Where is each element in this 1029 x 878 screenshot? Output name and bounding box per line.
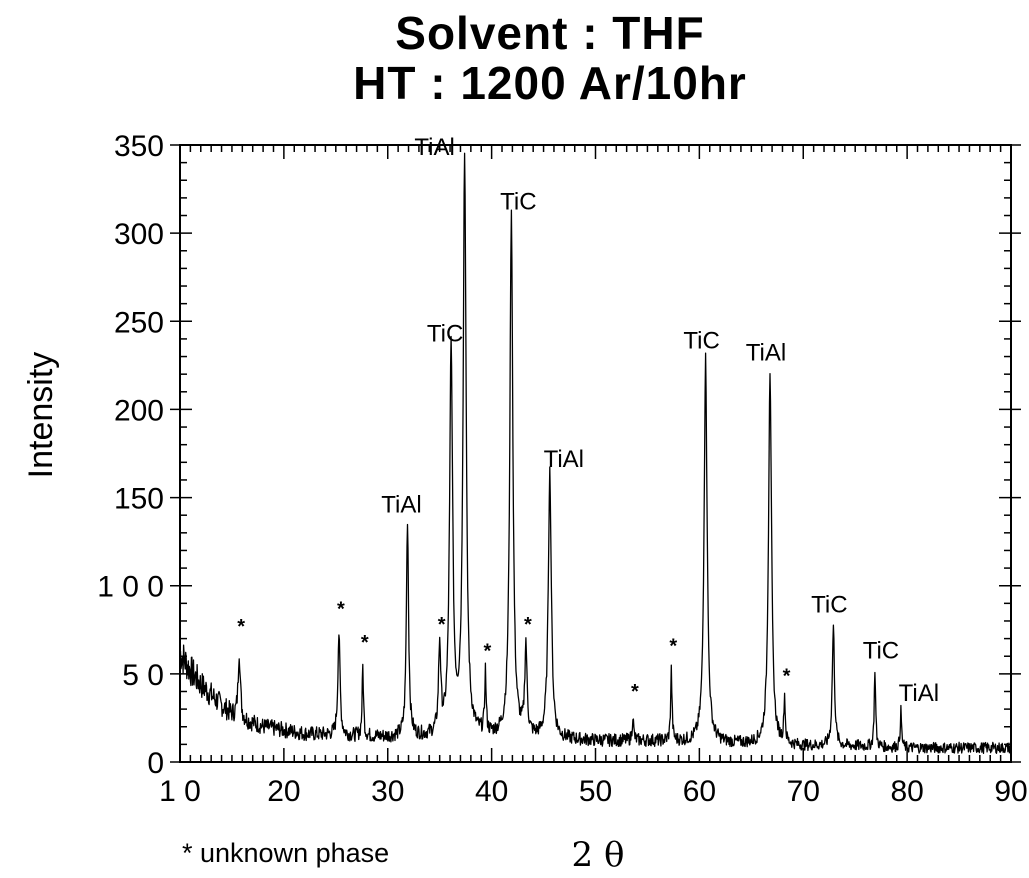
intensity-trace [179,152,1012,754]
unknown-phase-marker: * [337,598,345,620]
x-axis-label: 2 θ [572,835,625,875]
peak-label: TiC [863,638,899,665]
y-tick-label: 150 [114,483,164,516]
unknown-phase-marker: * [669,635,677,657]
y-tick-label: 200 [114,394,164,427]
peak-label: TiC [811,591,847,618]
x-tick-label: 50 [579,775,612,808]
unknown-phase-marker: * [783,665,791,687]
y-tick-label: 0 [147,747,164,780]
x-tick-label: 30 [371,775,404,808]
x-tick-label: 1 0 [159,775,201,808]
unknown-phase-marker: * [361,632,369,654]
peak-label: TiC [683,327,719,354]
x-tick-label: 60 [683,775,716,808]
axis-ticks [170,144,1021,763]
x-tick-label: 40 [475,775,508,808]
unknown-phase-marker: * [237,616,245,638]
peak-label: TiAl [544,446,584,473]
peak-label: TiAl [414,134,454,161]
peak-label: TiC [500,188,536,215]
unknown-phase-marker: * [438,614,446,636]
plot-frame [179,144,1012,763]
x-tick-label: 90 [994,775,1027,808]
y-tick-label: 1 0 0 [97,571,164,604]
peak-label: TiAl [746,340,786,367]
y-tick-label: 250 [114,306,164,339]
x-tick-label: 70 [787,775,820,808]
unknown-phase-footnote: * unknown phase [182,838,389,868]
chart-subtitle: HT : 1200 Ar/10hr [353,57,747,109]
unknown-phase-marker: * [631,681,639,703]
unknown-phase-marker: * [524,614,532,636]
peak-label: TiAl [899,680,939,707]
tick-labels: 1 0 20 30 40 50 60 70 80 90 0 5 0 1 0 0 150 200 250 300… [97,130,1027,808]
y-axis-label: Intensity [22,352,60,479]
y-tick-label: 350 [114,130,164,163]
chart-title: Solvent : THF [395,7,705,59]
peak-label: TiAl [381,491,421,518]
x-tick-label: 80 [890,775,923,808]
x-tick-label: 20 [267,775,300,808]
y-tick-label: 5 0 [122,659,164,692]
y-tick-label: 300 [114,218,164,251]
unknown-phase-marker: * [483,641,491,663]
peak-label: TiC [427,320,463,347]
